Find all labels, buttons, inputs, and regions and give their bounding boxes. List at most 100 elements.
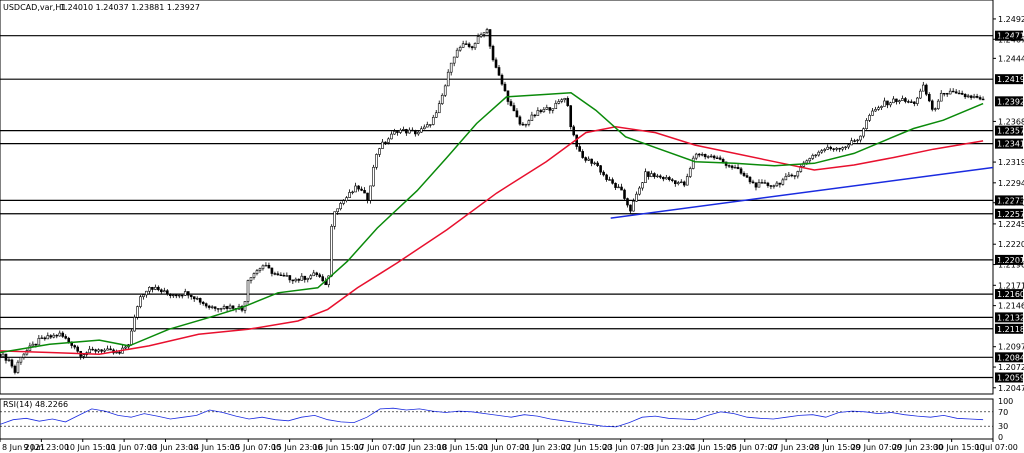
candle-body xyxy=(172,294,175,297)
candle-body xyxy=(584,157,587,161)
candle-body xyxy=(889,102,892,106)
candle-body xyxy=(288,275,292,281)
candle-body xyxy=(874,109,877,112)
level-label-box xyxy=(995,74,1023,85)
candle-body xyxy=(913,101,916,104)
level-label: 1.21604 xyxy=(997,290,1024,299)
price-tick-label: 1.21960 xyxy=(998,261,1024,270)
candle-body xyxy=(464,43,468,45)
candle-body xyxy=(210,306,214,308)
candle-body xyxy=(180,294,184,297)
candle-body xyxy=(291,279,295,282)
candle-body xyxy=(228,305,232,309)
candle-body xyxy=(461,43,465,48)
level-label: 1.22016 xyxy=(997,256,1024,265)
rsi-tick-label: 70 xyxy=(998,408,1008,417)
candle-body xyxy=(963,94,967,98)
candle-body xyxy=(748,176,752,183)
candle-body xyxy=(817,151,821,156)
candle-body xyxy=(901,98,904,101)
price-tick-label: 1.22705 xyxy=(998,199,1024,208)
x-tick-label: 25 Jun 07:00 xyxy=(727,443,778,452)
candle-body xyxy=(703,154,707,158)
candle-body xyxy=(67,337,71,343)
candle-body xyxy=(972,95,976,98)
candle-body xyxy=(578,146,581,152)
candle-body xyxy=(868,115,871,121)
candle-body xyxy=(790,174,794,177)
candle-body xyxy=(166,290,169,295)
candle-body xyxy=(225,306,229,309)
candle-body xyxy=(297,278,301,281)
x-tick-label: 17 Jun 07:00 xyxy=(354,443,405,452)
candle-body xyxy=(978,97,982,100)
candle-body xyxy=(261,265,265,270)
candle-body xyxy=(0,353,2,357)
candle-body xyxy=(674,180,677,185)
candle-body xyxy=(781,179,785,185)
level-label-box xyxy=(995,312,1023,323)
candle-body xyxy=(1,353,5,357)
candle-body xyxy=(405,129,408,134)
candle-body xyxy=(246,280,250,302)
candle-body xyxy=(715,157,719,159)
x-tick-label: 21 Jun 07:00 xyxy=(479,443,530,452)
rsi-tick-label: 0 xyxy=(998,433,1003,442)
candle-body xyxy=(924,84,928,95)
candle-body xyxy=(542,109,546,113)
candle-body xyxy=(252,273,256,278)
candle-body xyxy=(814,154,818,157)
rsi-panel-frame xyxy=(0,398,994,440)
candle-body xyxy=(515,110,519,118)
candle-body xyxy=(342,200,345,204)
candle-body xyxy=(751,181,755,184)
x-tick-label: 24 Jun 15:00 xyxy=(685,443,736,452)
candle-body xyxy=(7,359,11,361)
level-label-box xyxy=(995,138,1023,149)
candle-body xyxy=(390,133,393,140)
candle-body xyxy=(620,186,623,191)
level-label-box xyxy=(995,289,1023,300)
candle-body xyxy=(491,45,495,61)
level-label-box xyxy=(995,372,1023,383)
candle-body xyxy=(850,140,853,146)
candle-body xyxy=(339,203,342,210)
candle-body xyxy=(975,95,979,98)
candle-body xyxy=(569,105,573,128)
candle-body xyxy=(333,211,336,227)
candle-body xyxy=(106,348,109,351)
candle-body xyxy=(124,346,127,349)
header-ohlc: 1.24010 1.24037 1.23881 1.23927 xyxy=(60,3,200,12)
candle-body xyxy=(348,192,351,198)
candle-body xyxy=(927,93,931,102)
candle-body xyxy=(530,114,534,121)
candle-body xyxy=(823,149,827,151)
candle-body xyxy=(375,154,378,168)
price-tick-label: 1.22205 xyxy=(998,240,1024,249)
candle-body xyxy=(13,365,17,373)
x-tick-label: 27 Jun 23:00 xyxy=(768,443,819,452)
candle-body xyxy=(420,128,423,133)
candle-body xyxy=(644,171,647,183)
candle-body xyxy=(145,290,148,296)
candle-body xyxy=(844,146,847,149)
candle-body xyxy=(948,90,952,95)
candle-body xyxy=(656,175,659,178)
level-label-box xyxy=(995,30,1023,41)
candle-body xyxy=(154,286,157,290)
candle-body xyxy=(763,182,767,184)
candle-body xyxy=(736,166,740,170)
candle-body xyxy=(769,185,773,187)
candle-body xyxy=(668,177,671,181)
candle-body xyxy=(186,291,190,296)
candle-body xyxy=(115,351,118,354)
rsi-label: RSI(14) 48.2266 xyxy=(3,400,68,409)
candle-body xyxy=(43,337,47,340)
x-tick-label: 9 Jun 23:00 xyxy=(23,443,69,452)
candle-body xyxy=(659,175,662,178)
candle-body xyxy=(64,336,68,339)
candle-body xyxy=(192,296,196,300)
price-tick-label: 1.20475 xyxy=(998,384,1024,393)
candle-body xyxy=(942,92,946,95)
candle-body xyxy=(479,34,483,37)
